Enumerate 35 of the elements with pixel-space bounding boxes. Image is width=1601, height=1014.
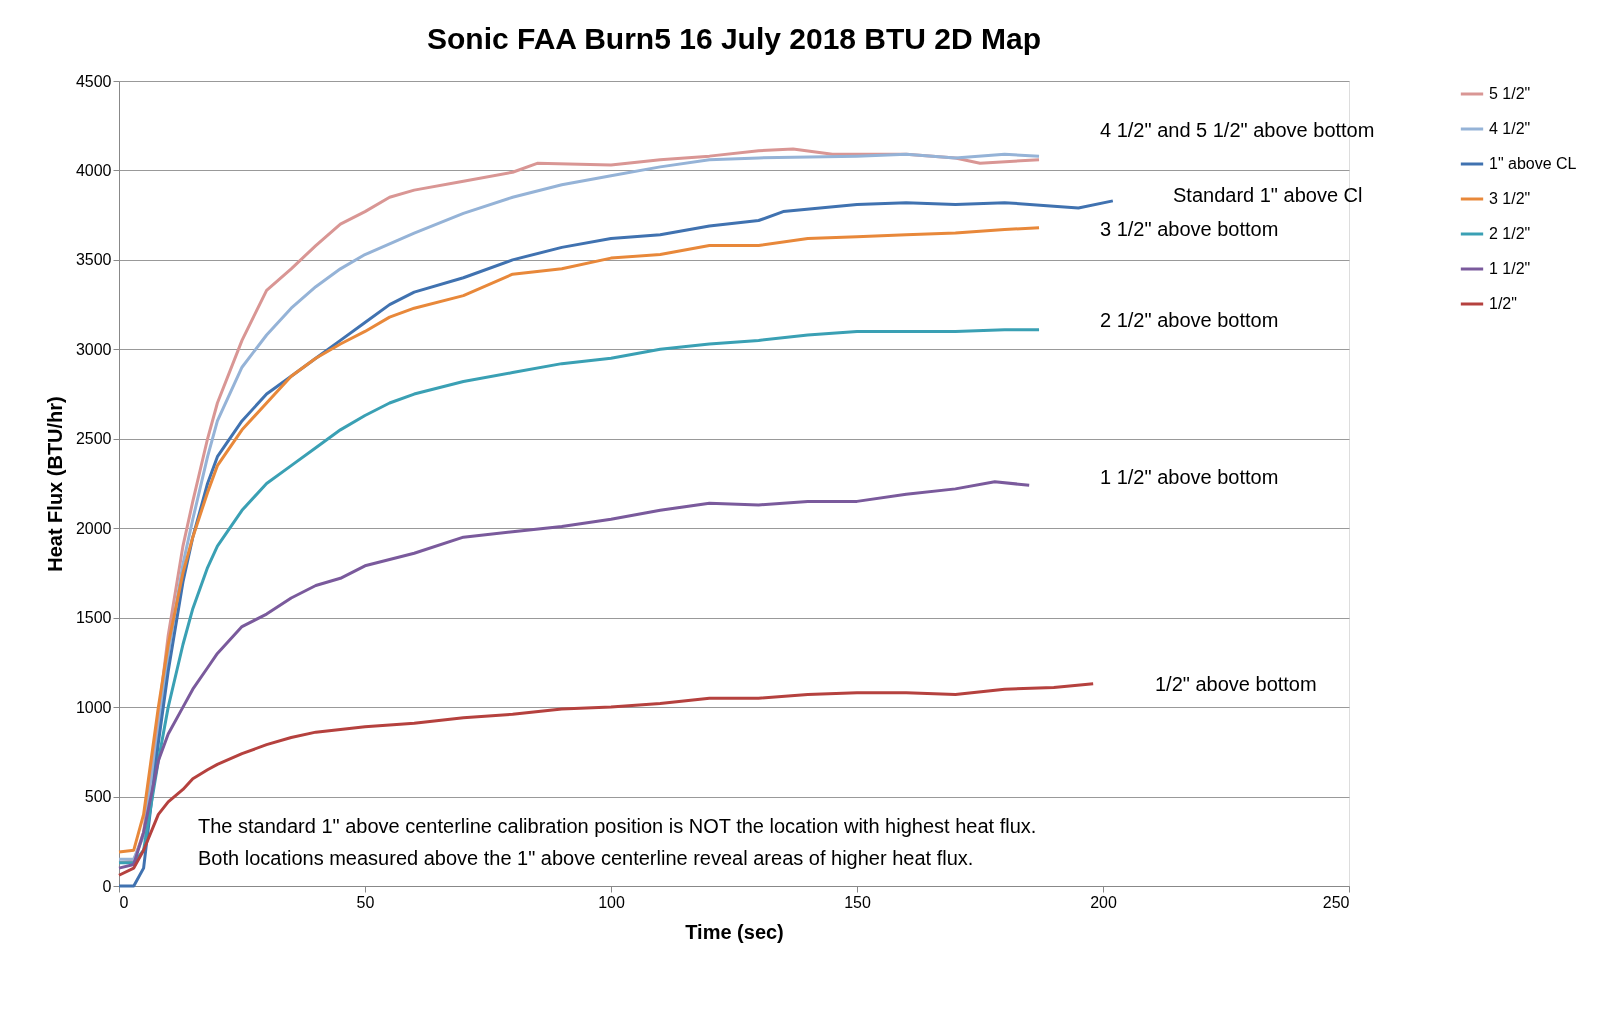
legend-label: 4 1/2" (1489, 120, 1531, 137)
y-tick-label: 1000 (75, 698, 112, 716)
x-tick-label: 200 (1090, 893, 1117, 911)
legend-label: 3 1/2" (1489, 190, 1531, 207)
annotation: 1 1/2" above bottom (1100, 466, 1279, 488)
x-tick-label: 50 (356, 893, 375, 911)
annotation: 3 1/2" above bottom (1100, 218, 1279, 240)
x-tick-label: 100 (598, 893, 625, 911)
y-tick-label: 4000 (75, 161, 112, 179)
y-tick-label: 2500 (75, 430, 112, 448)
y-tick-label: 0 (102, 877, 112, 895)
annotation: 4 1/2" and 5 1/2" above bottom (1100, 119, 1375, 141)
legend-label: 5 1/2" (1489, 85, 1531, 102)
y-tick-label: 3500 (75, 251, 112, 269)
annotation: Both locations measured above the 1" above centerline reveal areas of higher heat flux. (198, 847, 974, 869)
y-tick-label: 4500 (75, 72, 112, 90)
annotation: The standard 1" above centerline calibration position is NOT the location with highest heat flux. (198, 815, 1037, 837)
y-tick-label: 500 (84, 788, 112, 806)
line-series (117, 682, 1095, 877)
legend-label: 1/2" (1489, 295, 1517, 312)
x-tick-label: 0 (119, 893, 129, 911)
y-tick-label: 2000 (75, 519, 112, 537)
annotation: Standard 1" above Cl (1173, 184, 1363, 206)
annotation: 2 1/2" above bottom (1100, 309, 1279, 331)
annotation: 1/2" above bottom (1155, 673, 1317, 695)
legend-label: 1 1/2" (1489, 260, 1531, 277)
x-tick-label: 150 (844, 893, 871, 911)
legend-label: 1" above CL (1489, 155, 1577, 172)
y-axis-title: Heat Flux (BTU/hr) (43, 396, 66, 572)
legend-label: 2 1/2" (1489, 225, 1531, 242)
y-tick-label: 1500 (75, 609, 112, 627)
y-tick-label: 3000 (75, 340, 112, 358)
x-tick-label: 250 (1322, 893, 1350, 911)
x-axis-title: Time (sec) (685, 920, 784, 943)
chart-title: Sonic FAA Burn5 16 July 2018 BTU 2D Map (426, 22, 1042, 55)
